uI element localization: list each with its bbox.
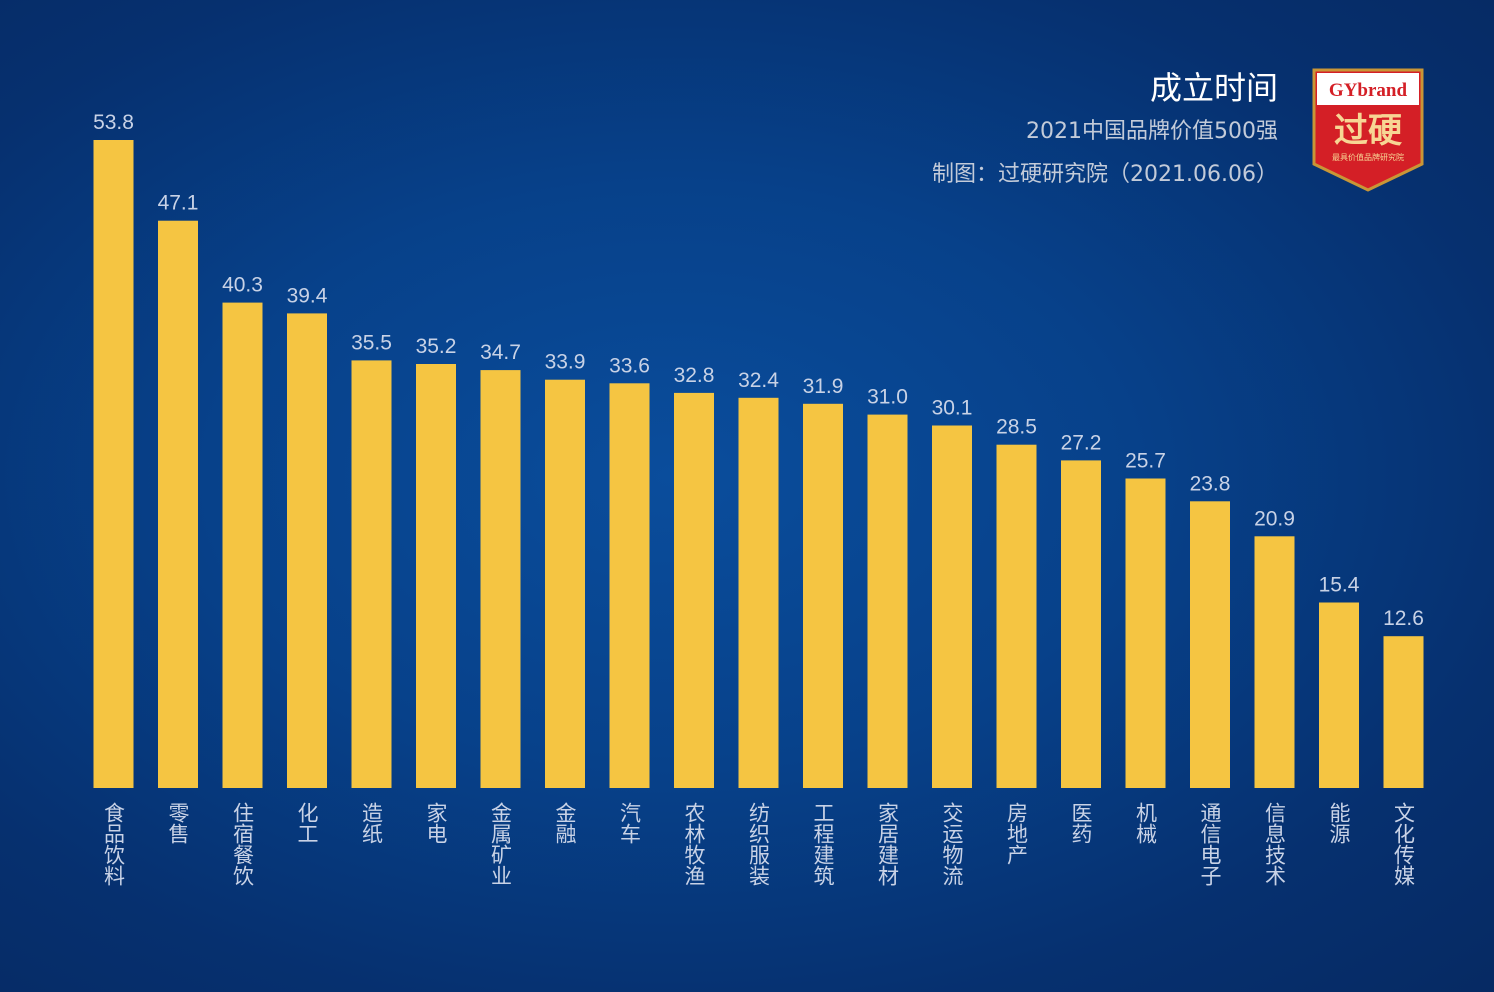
logo-name-text: 过硬 xyxy=(1334,111,1402,151)
value-label: 32.4 xyxy=(738,369,779,392)
logo-top-band xyxy=(1317,73,1419,105)
bar-文化传媒 xyxy=(1383,636,1424,788)
bar-房地产 xyxy=(996,444,1037,788)
value-label: 25.7 xyxy=(1125,450,1166,473)
gybrand-logo: GYbrand 过硬 最具价值品牌研究院 xyxy=(1312,68,1424,192)
bar-住宿餐饮 xyxy=(222,302,263,788)
category-label: 金属矿业 xyxy=(489,802,513,886)
logo-brand-text: GYbrand xyxy=(1329,80,1408,101)
value-label: 12.6 xyxy=(1383,607,1424,630)
category-label: 金融 xyxy=(553,802,577,844)
value-label: 20.9 xyxy=(1254,507,1295,530)
value-label: 40.3 xyxy=(222,274,263,297)
bar-医药 xyxy=(1061,460,1101,788)
value-label: 32.8 xyxy=(674,364,715,387)
chart-subtitle: 2021中国品牌价值500强 xyxy=(1026,119,1278,144)
bar-化工 xyxy=(287,313,327,788)
bar-食品饮料 xyxy=(93,140,134,788)
category-label: 机械 xyxy=(1134,802,1158,844)
category-label: 住宿餐饮 xyxy=(231,802,255,886)
value-label: 34.7 xyxy=(480,341,521,364)
value-label: 28.5 xyxy=(996,416,1037,439)
bar-农林牧渔 xyxy=(674,392,714,788)
value-label: 33.6 xyxy=(609,354,650,377)
category-label: 汽车 xyxy=(618,802,642,844)
category-label: 房地产 xyxy=(1005,802,1029,865)
value-label: 31.9 xyxy=(803,375,844,398)
logo-tagline-text: 最具价值品牌研究院 xyxy=(1332,152,1404,162)
category-label: 家居建材 xyxy=(876,802,900,886)
category-label: 化工 xyxy=(295,802,319,844)
category-label: 家电 xyxy=(424,802,448,844)
bar-汽车 xyxy=(609,383,650,788)
bar-能源 xyxy=(1319,602,1359,788)
value-label: 35.2 xyxy=(416,335,457,358)
value-label: 53.8 xyxy=(93,111,134,134)
category-label: 信息技术 xyxy=(1263,802,1287,886)
bar-家电 xyxy=(416,364,456,788)
value-label: 35.5 xyxy=(351,331,392,354)
category-label: 造纸 xyxy=(360,802,384,844)
bar-金属矿业 xyxy=(480,370,521,788)
value-label: 27.2 xyxy=(1061,431,1102,454)
value-label: 30.1 xyxy=(932,397,973,420)
chart-title: 成立时间 xyxy=(1149,69,1278,107)
value-label: 15.4 xyxy=(1319,574,1360,597)
chart-header: 成立时间 2021中国品牌价值500强 制图：过硬研究院（2021.06.06） xyxy=(932,66,1278,196)
category-label: 通信电子 xyxy=(1198,802,1222,886)
bar-纺织服装 xyxy=(738,397,779,788)
category-label: 零售 xyxy=(166,802,190,844)
bar-交运物流 xyxy=(932,425,972,788)
bar-通信电子 xyxy=(1190,501,1230,788)
category-label: 文化传媒 xyxy=(1392,802,1416,886)
category-label: 交运物流 xyxy=(940,802,964,886)
category-label: 农林牧渔 xyxy=(682,802,706,886)
bar-机械 xyxy=(1125,478,1166,788)
value-label: 33.9 xyxy=(545,351,586,374)
bar-零售 xyxy=(158,220,198,788)
value-label: 23.8 xyxy=(1190,472,1231,495)
category-label: 食品饮料 xyxy=(102,802,126,886)
category-label: 纺织服装 xyxy=(747,802,771,886)
bar-信息技术 xyxy=(1254,536,1295,788)
bar-家居建材 xyxy=(867,414,908,788)
category-label: 医药 xyxy=(1069,802,1093,844)
value-label: 39.4 xyxy=(287,284,328,307)
bar-造纸 xyxy=(351,360,392,788)
category-label: 工程建筑 xyxy=(811,802,835,886)
value-label: 31.0 xyxy=(867,386,908,409)
category-label: 能源 xyxy=(1327,802,1351,844)
chart-credit: 制图：过硬研究院（2021.06.06） xyxy=(932,162,1278,187)
bar-工程建筑 xyxy=(803,403,843,788)
value-label: 47.1 xyxy=(158,192,199,215)
bar-金融 xyxy=(545,379,585,788)
